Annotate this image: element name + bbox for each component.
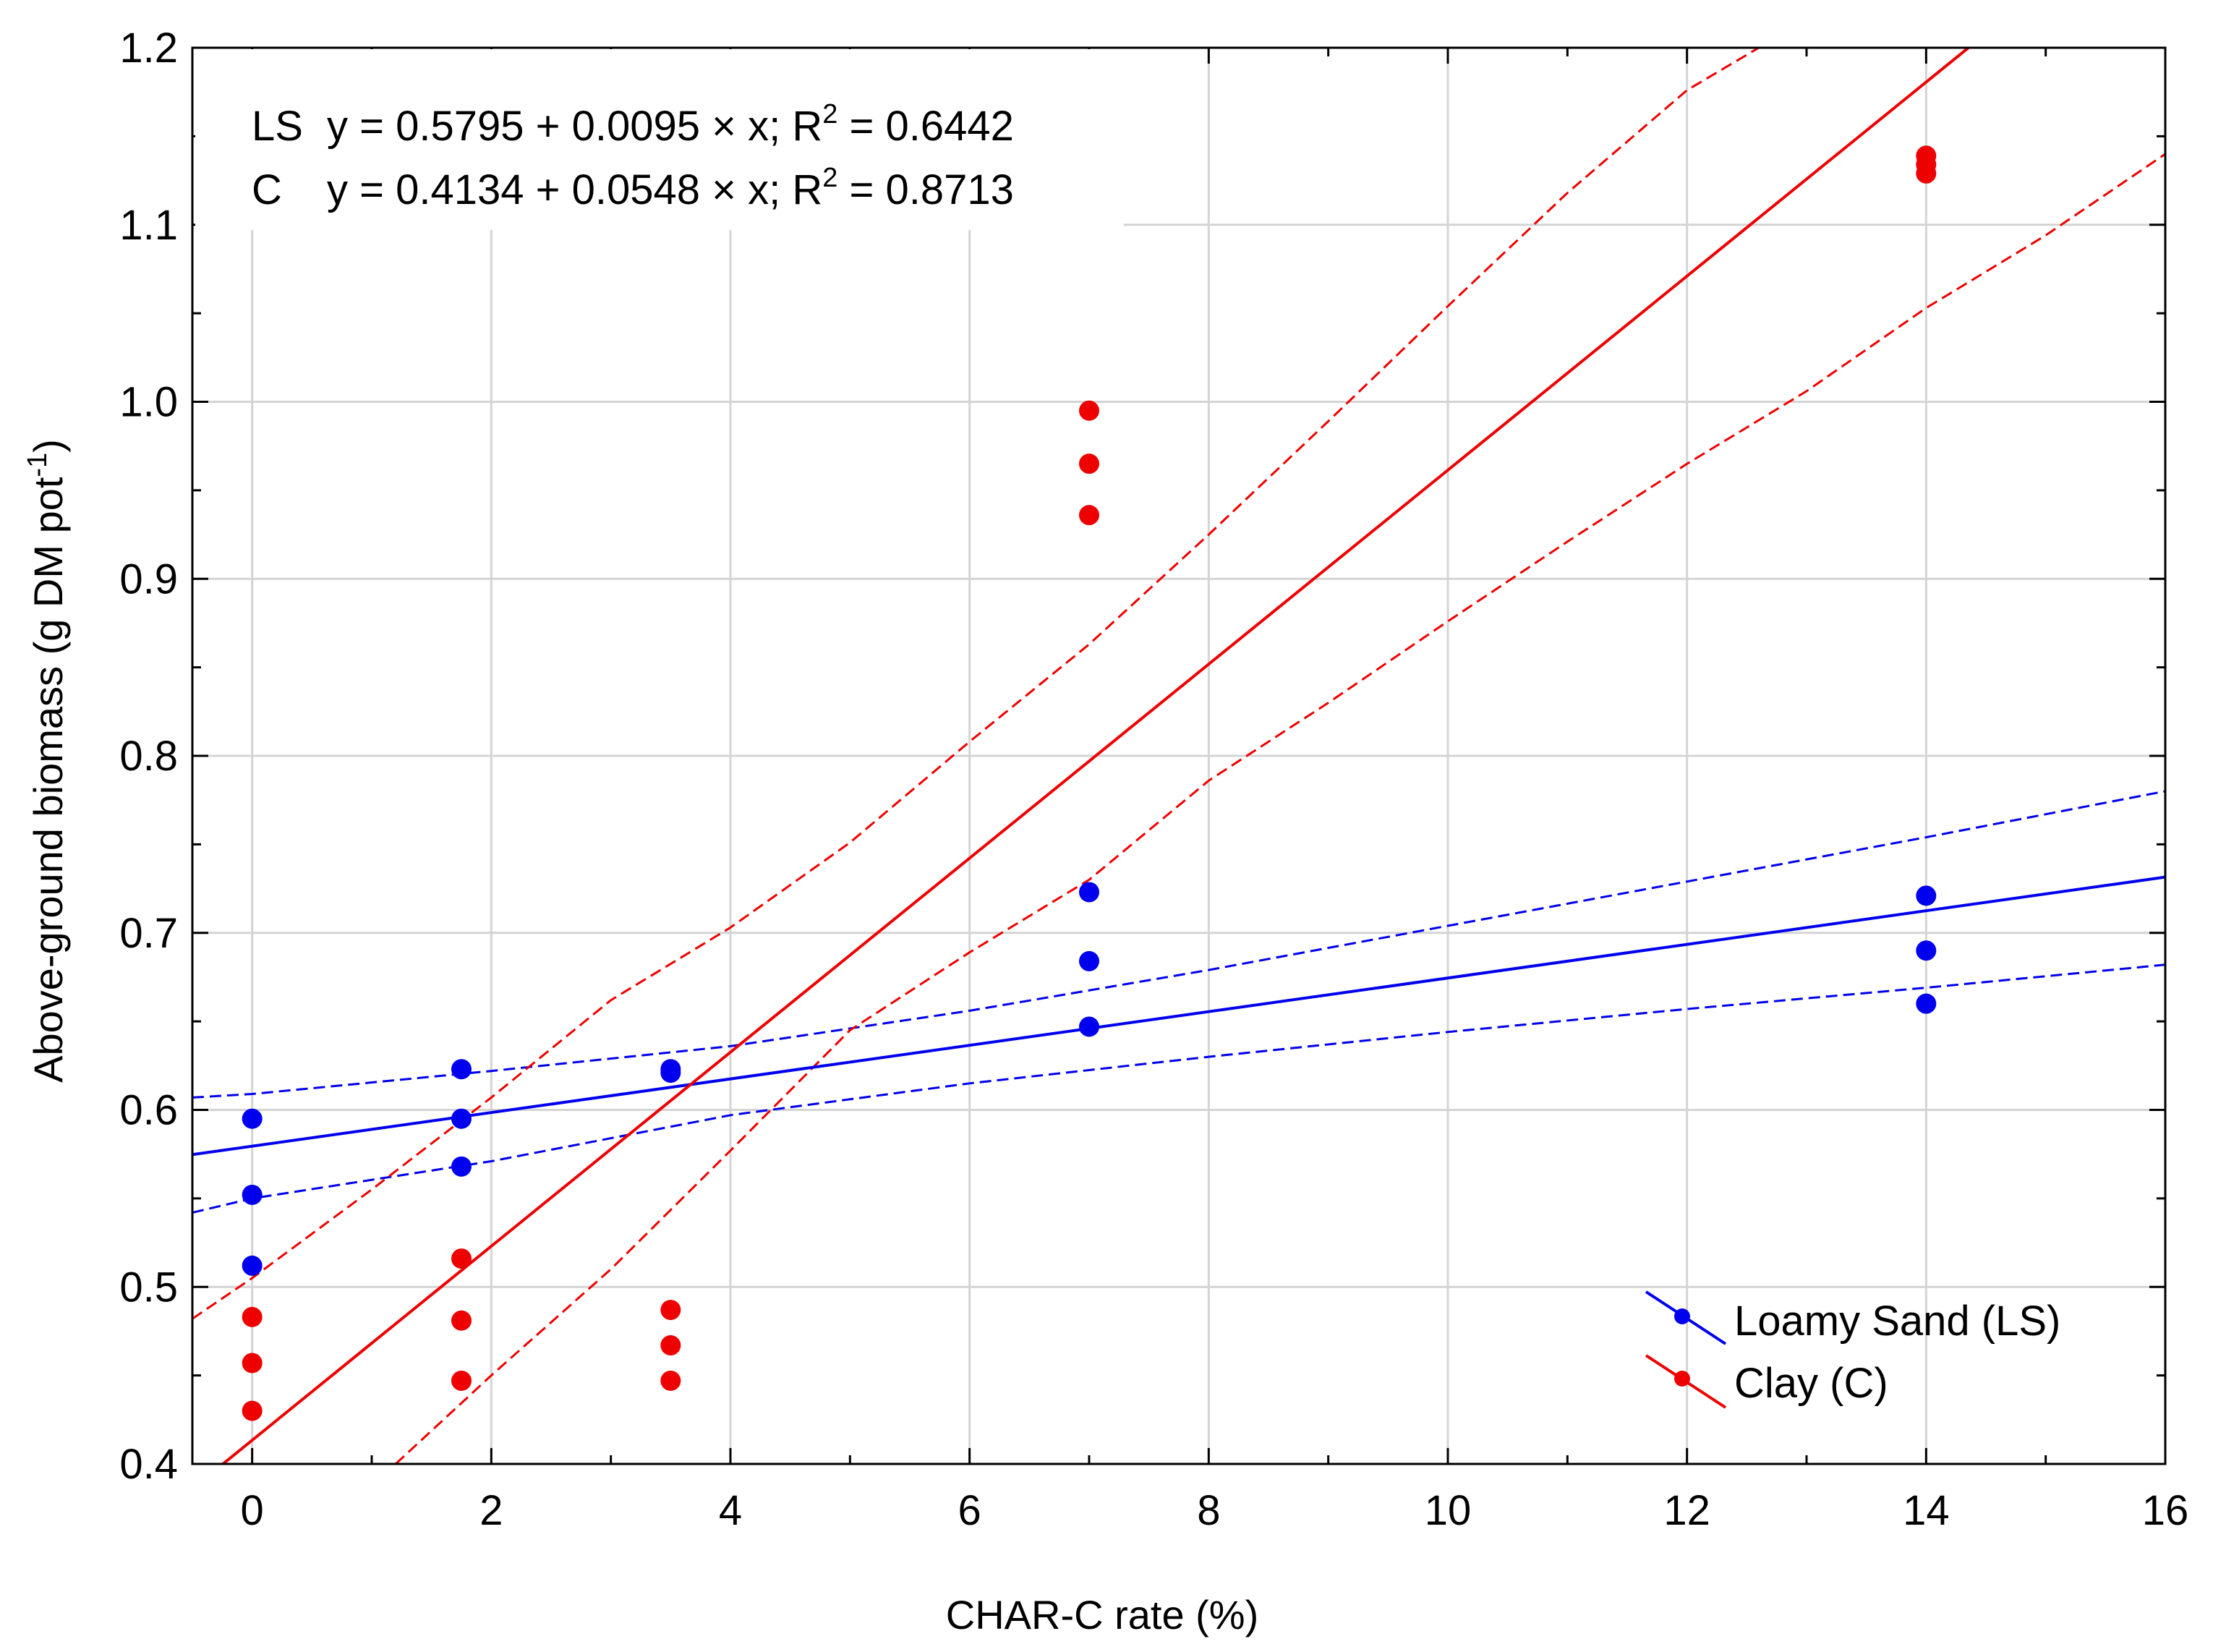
y-tick-label: 0.6 xyxy=(119,1087,178,1134)
c-fit-line xyxy=(221,48,1971,1464)
ls-data-point xyxy=(1079,1016,1099,1037)
equation-ls: LS y = 0.5795 + 0.0095 × x; R2 = 0.6442 xyxy=(252,99,1014,150)
legend: Loamy Sand (LS) Clay (C) xyxy=(1645,1290,2060,1409)
c-data-point xyxy=(451,1248,472,1269)
y-tick-label: 1.0 xyxy=(119,379,178,426)
x-tick-label: 2 xyxy=(479,1487,503,1534)
y-tick-label: 0.7 xyxy=(119,910,178,957)
equation-c: C y = 0.4134 + 0.0548 × x; R2 = 0.8713 xyxy=(252,163,1014,213)
x-tick-label: 12 xyxy=(1663,1487,1710,1534)
ls-data-point xyxy=(451,1156,472,1177)
y-axis-title: Above-ground biomass (g DM pot-1) xyxy=(22,439,71,1083)
equation-ls-sup: 2 xyxy=(822,99,837,129)
c-data-point xyxy=(242,1400,263,1421)
ls-data-point xyxy=(1916,940,1937,961)
ls-ci-lower-band xyxy=(192,963,2165,1214)
c-data-point xyxy=(451,1310,472,1331)
legend-ls-marker xyxy=(1674,1308,1690,1324)
ls-ci-upper-band xyxy=(192,790,2165,1099)
c-data-point xyxy=(660,1300,681,1321)
ls-data-point xyxy=(242,1108,263,1129)
y-tick-label: 0.9 xyxy=(119,555,178,603)
ls-data-point xyxy=(242,1255,263,1276)
c-data-point xyxy=(660,1335,681,1356)
ls-data-point xyxy=(1079,882,1099,903)
x-tick-label: 16 xyxy=(2142,1487,2189,1534)
y-axis-title-main: Above-ground biomass (g DM pot xyxy=(25,477,71,1083)
legend-c-label: Clay (C) xyxy=(1734,1360,1888,1407)
x-tick-label: 10 xyxy=(1425,1487,1472,1534)
equation-ls-body: y = 0.5795 + 0.0095 × x; R xyxy=(327,103,822,150)
y-axis-title-close: ) xyxy=(25,439,71,453)
c-data-point xyxy=(242,1353,263,1374)
ls-data-point xyxy=(1916,993,1937,1014)
ls-fit-line xyxy=(192,875,2165,1157)
x-tick-label: 8 xyxy=(1197,1487,1220,1534)
c-data-point xyxy=(1916,163,1937,184)
equation-c-suffix: = 0.8713 xyxy=(837,166,1014,213)
c-ci-lower-band xyxy=(395,153,2165,1464)
x-tick-label: 0 xyxy=(241,1487,264,1534)
axis-ticks: 0 2 4 6 8 10 12 14 16 0.4 0.5 0.6 0.7 0.8 0.9 1.0 1.1 1.2 xyxy=(119,25,2188,1534)
y-tick-label: 0.8 xyxy=(119,733,178,780)
equation-c-sup: 2 xyxy=(822,163,837,193)
c-data-point xyxy=(1079,454,1099,474)
equation-c-prefix: C xyxy=(252,166,282,213)
x-tick-label: 4 xyxy=(719,1487,742,1534)
ls-data-point xyxy=(1916,885,1937,906)
y-tick-label: 1.1 xyxy=(119,202,178,249)
y-tick-label: 1.2 xyxy=(119,25,178,72)
c-data-point xyxy=(660,1370,681,1391)
c-data-point xyxy=(242,1306,263,1327)
equation-c-body: y = 0.4134 + 0.0548 × x; R xyxy=(327,166,822,213)
fit-lines xyxy=(192,48,2165,1464)
ls-data-point xyxy=(451,1108,472,1129)
ls-data-point xyxy=(660,1063,681,1083)
c-data-point xyxy=(451,1370,472,1391)
y-tick-label: 0.4 xyxy=(119,1441,178,1488)
x-tick-label: 6 xyxy=(958,1487,981,1534)
legend-ls-label: Loamy Sand (LS) xyxy=(1734,1298,2060,1345)
x-axis-title: CHAR-C rate (%) xyxy=(946,1592,1258,1638)
c-ci-upper-band xyxy=(192,48,1760,1320)
equation-ls-prefix: LS xyxy=(252,103,303,150)
equation-box xyxy=(195,49,1124,230)
ls-data-point xyxy=(451,1059,472,1080)
ls-data-point xyxy=(1079,950,1099,971)
y-axis-title-sup: -1 xyxy=(22,453,53,477)
x-tick-label: 14 xyxy=(1903,1487,1950,1534)
data-points xyxy=(242,145,1937,1421)
legend-c-marker xyxy=(1674,1371,1690,1387)
confidence-bands xyxy=(192,48,2165,1464)
c-data-point xyxy=(1079,505,1099,526)
y-tick-label: 0.5 xyxy=(119,1264,178,1311)
equation-ls-suffix: = 0.6442 xyxy=(837,103,1014,150)
c-data-point xyxy=(1079,400,1099,421)
ls-data-point xyxy=(242,1184,263,1205)
